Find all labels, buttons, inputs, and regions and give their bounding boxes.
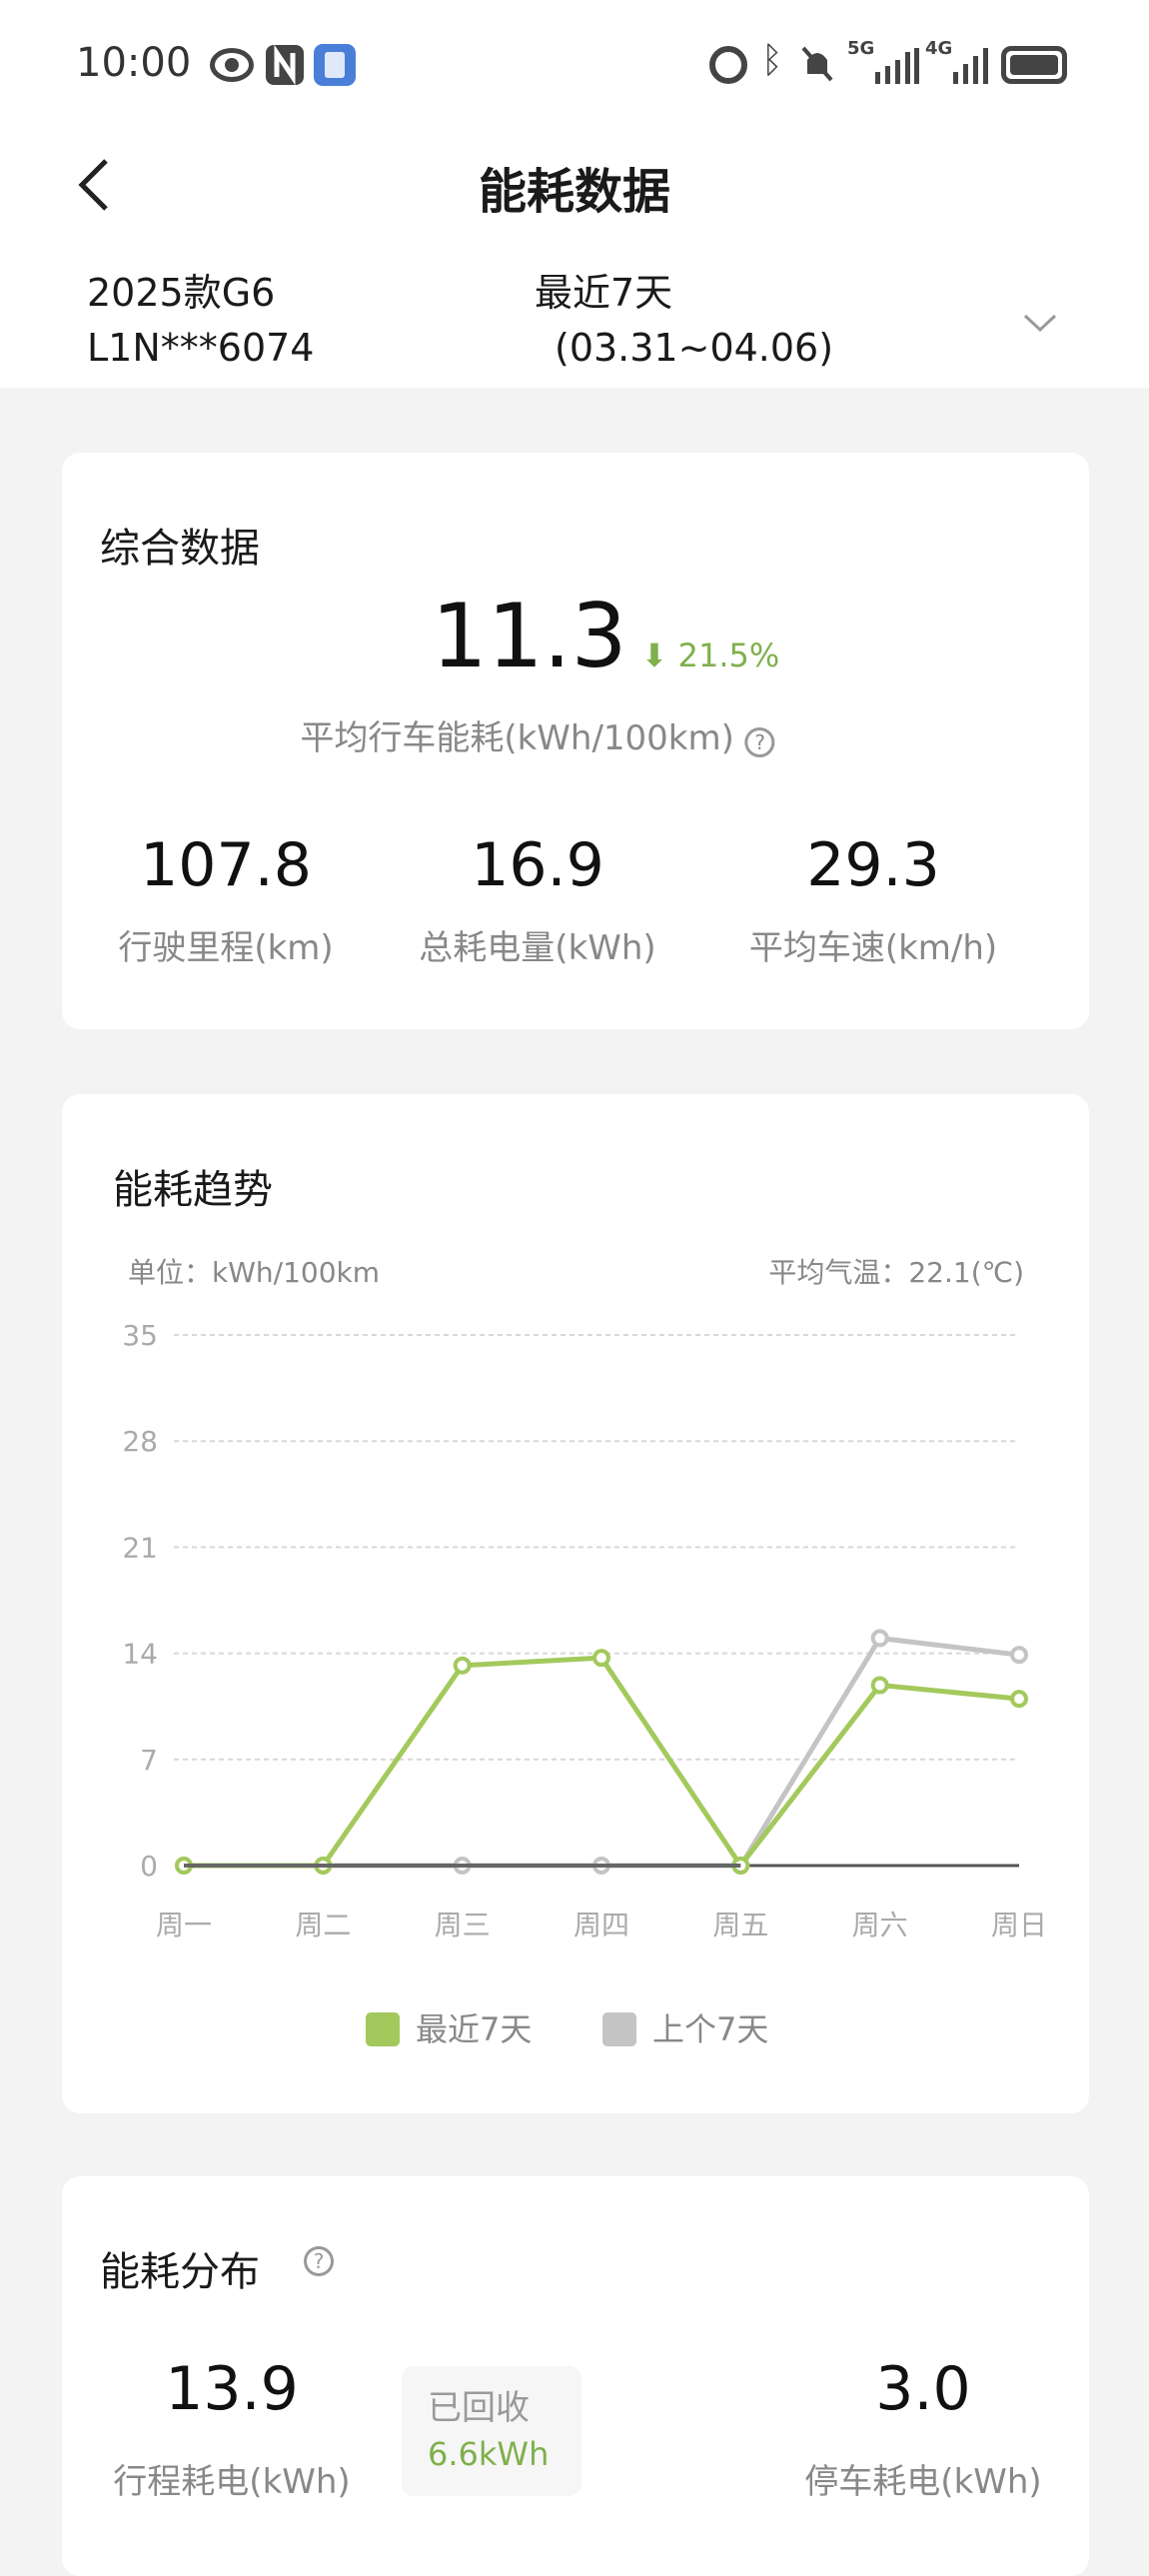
- stat-label: 平均车速(km/h): [748, 928, 998, 968]
- app-notification-icon: [314, 44, 356, 86]
- vehicle-vin: L1N***6074: [87, 326, 315, 370]
- trend-title: 能耗趋势: [113, 1167, 273, 1213]
- y-tick-label: 28: [122, 1425, 158, 1458]
- avg-label-text: 平均行车能耗(kWh/100km): [300, 718, 734, 758]
- x-tick-label: 周六: [852, 1909, 908, 1941]
- parking-consumption-label: 停车耗电(kWh): [804, 2462, 1042, 2502]
- chevron-left-icon: [78, 159, 108, 211]
- 4g-signal-icon: [953, 48, 993, 84]
- status-time: 10:00: [76, 40, 192, 86]
- period-range: (03.31~04.06): [555, 326, 834, 370]
- stat-label: 总耗电量(kWh): [419, 928, 656, 968]
- 5g-label: 5G: [847, 38, 875, 59]
- x-tick-label: 周四: [574, 1909, 629, 1941]
- trend-card: 能耗趋势 单位：kWh/100km 平均气温：22.1(℃) 0 7 14 21 28 3…: [62, 1094, 1089, 2113]
- help-icon[interactable]: ?: [744, 727, 775, 757]
- vehicle-period-selector[interactable]: 2025款G6 L1N***6074 最近7天 (03.31~04.06): [0, 250, 1149, 380]
- y-tick-label: 35: [122, 1319, 158, 1352]
- battery-icon: [1001, 46, 1067, 84]
- recovered-box: 已回收 6.6kWh: [402, 2366, 581, 2496]
- x-tick-label: 周二: [295, 1909, 351, 1941]
- mute-icon: [799, 44, 835, 84]
- data-point: [870, 1629, 889, 1648]
- help-icon[interactable]: ?: [304, 2246, 334, 2276]
- trip-consumption-label: 行程耗电(kWh): [113, 2462, 351, 2502]
- data-point: [453, 1656, 472, 1675]
- bluetooth-icon: ᛒ: [761, 40, 783, 81]
- legend-swatch: [366, 2012, 400, 2046]
- alarm-icon: [709, 46, 747, 84]
- x-tick-label: 周一: [156, 1909, 212, 1941]
- y-tick-label: 14: [122, 1638, 158, 1671]
- data-point: [592, 1649, 610, 1668]
- chevron-down-icon: [1023, 314, 1057, 333]
- period-label: 最近7天: [535, 271, 673, 315]
- 5g-signal-icon: [875, 48, 919, 84]
- 4g-label: 4G: [925, 38, 953, 59]
- back-button[interactable]: [70, 155, 120, 215]
- series-line-previous: [184, 1635, 1020, 1869]
- legend-label: 最近7天: [416, 2010, 532, 2048]
- x-tick-label: 周五: [712, 1909, 768, 1941]
- change-indicator: ⬇ 21.5%: [641, 637, 780, 674]
- arrow-down-icon: ⬇: [640, 637, 668, 674]
- avg-consumption-row: 11.3 ⬇ 21.5%: [62, 593, 1089, 680]
- data-point: [1010, 1646, 1028, 1665]
- recovered-value: 6.6kWh: [428, 2435, 550, 2473]
- x-tick-label: 周三: [435, 1909, 491, 1941]
- stat-label: 行驶里程(km): [118, 928, 334, 968]
- stat-value: 16.9: [471, 830, 604, 900]
- x-tick-label: 周日: [991, 1909, 1047, 1941]
- summary-title: 综合数据: [100, 526, 260, 572]
- data-point: [1010, 1690, 1028, 1709]
- y-tick-label: 21: [122, 1531, 158, 1564]
- distribution-title: 能耗分布: [100, 2249, 260, 2295]
- eye-icon: [210, 48, 254, 82]
- distribution-card: 能耗分布 ? 13.9 行程耗电(kWh) 已回收 6.6kWh 3.0 停车耗…: [62, 2176, 1089, 2576]
- recovered-label: 已回收: [428, 2388, 530, 2428]
- series-line-recent: [184, 1655, 1020, 1869]
- legend-label: 上个7天: [652, 2010, 768, 2048]
- avg-consumption-label: 平均行车能耗(kWh/100km) ?: [300, 710, 775, 759]
- change-value: 21.5%: [677, 637, 780, 674]
- nfc-icon: [266, 44, 304, 86]
- page-title: 能耗数据: [478, 164, 671, 220]
- data-point: [870, 1676, 889, 1695]
- summary-card: 综合数据 11.3 ⬇ 21.5% 平均行车能耗(kWh/100km) ? 10…: [62, 453, 1089, 1029]
- avg-temp-label: 平均气温：22.1(℃): [768, 1256, 1024, 1289]
- legend-swatch: [602, 2012, 636, 2046]
- y-tick-label: 0: [140, 1850, 158, 1883]
- vehicle-model: 2025款G6: [87, 271, 276, 315]
- unit-label: 单位：kWh/100km: [128, 1256, 381, 1289]
- stat-value: 29.3: [806, 830, 940, 900]
- trip-consumption-value: 13.9: [165, 2354, 299, 2424]
- avg-consumption-value: 11.3: [431, 585, 627, 687]
- y-tick-label: 7: [140, 1744, 158, 1777]
- top-header: [0, 0, 1149, 388]
- stat-value: 107.8: [140, 830, 312, 900]
- parking-consumption-value: 3.0: [875, 2354, 971, 2424]
